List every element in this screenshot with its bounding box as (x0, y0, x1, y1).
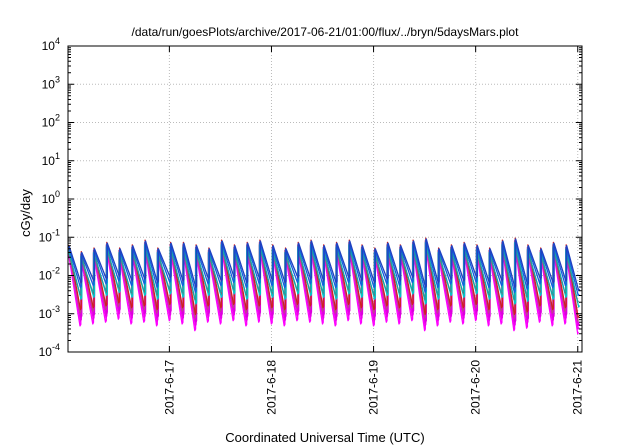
x-axis-ticks: 2017-6-17 2017-6-18 2017-6-19 2017-6-20 2017… (162, 46, 585, 415)
y-tick-label: 10-4 (39, 342, 60, 359)
y-axis-label: cGy/day (18, 189, 33, 237)
x-tick-label: 2017-6-18 (264, 360, 278, 415)
x-tick-label: 2017-6-19 (367, 360, 381, 415)
y-tick-label: 102 (42, 113, 60, 130)
y-tick-label: 103 (42, 74, 60, 91)
chart-title: /data/run/goesPlots/archive/2017-06-21/0… (132, 25, 520, 39)
y-axis-ticks: 10-4 10-3 10-2 10-1 100 101 102 103 104 (39, 36, 582, 359)
x-tick-label: 2017-6-21 (571, 360, 585, 415)
x-tick-label: 2017-6-20 (469, 360, 483, 415)
y-tick-label: 10-1 (39, 227, 60, 244)
y-tick-label: 100 (42, 189, 60, 206)
y-tick-label: 104 (42, 36, 60, 53)
series-layer (67, 237, 581, 335)
x-axis-label: Coordinated Universal Time (UTC) (225, 430, 424, 445)
y-tick-label: 10-2 (39, 266, 60, 283)
y-tick-label: 101 (42, 151, 60, 168)
x-tick-label: 2017-6-17 (162, 360, 176, 415)
y-tick-label: 10-3 (39, 304, 60, 321)
series-line (68, 238, 581, 292)
